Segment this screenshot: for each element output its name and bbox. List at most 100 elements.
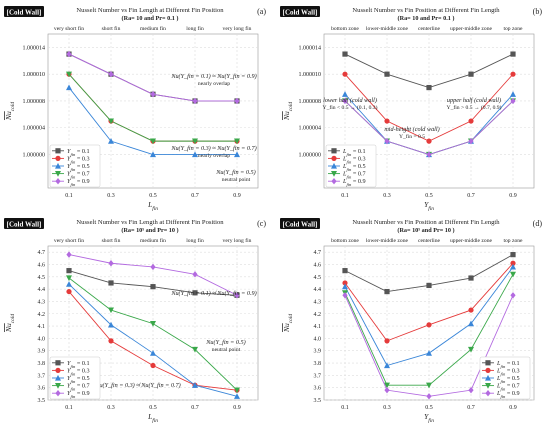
data-point-s5-p5 [510, 97, 516, 105]
legend-box [49, 356, 101, 400]
cold-wall-badge-bg [4, 218, 44, 229]
top-category-label: centerline [418, 26, 441, 32]
x-tick-label: 0.5 [425, 193, 433, 199]
y-tick-label: 4.1 [314, 324, 322, 330]
legend-marker [485, 360, 491, 366]
y-tick-label: 3.9 [38, 349, 46, 355]
legend-label: Lfin = 0.7 [342, 171, 366, 180]
legend-label: Lfin = 0.5 [496, 375, 520, 384]
top-category-label: long fin [186, 237, 204, 244]
legend-label: Lfin = 0.1 [342, 148, 366, 157]
chart-panel-4: [Cold Wall] (d) Nusselt Number vs Fin Posi… [280, 218, 542, 424]
x-tick-label: 0.9 [233, 193, 241, 199]
data-point-s3-p2 [384, 362, 390, 369]
top-category-label: bottom zone [331, 238, 359, 244]
cold-wall-badge-bg [4, 6, 44, 17]
data-point-s1-p4 [468, 275, 474, 281]
top-category-label: upper-middle zone [450, 238, 492, 244]
top-category-label: lower-middle zone [366, 238, 408, 244]
y-axis-label-group: Nucold [4, 314, 16, 333]
data-point-s3-p4 [192, 151, 198, 158]
legend-label: Yfin = 0.3 [67, 155, 90, 164]
annotation-subtext: Y_fin < 0.5 → (0.1, 0.3) [323, 104, 378, 111]
y-tick-label: 4.7 [314, 250, 322, 256]
data-point-s3-p1 [342, 283, 348, 290]
top-category-label: very short fin [54, 25, 84, 32]
data-point-s3-p5 [510, 263, 516, 270]
legend-marker [485, 374, 491, 381]
legend-label: Yfin = 0.5 [67, 163, 90, 172]
data-point-s1-p3 [426, 84, 432, 91]
data-point-s1-p4 [192, 290, 198, 296]
data-point-s5-p4 [468, 386, 474, 394]
top-category-label: lower-middle zone [366, 26, 408, 32]
data-point-s5-p3 [150, 91, 156, 98]
data-point-s5-p1 [66, 50, 72, 58]
data-point-s4-p2 [108, 307, 114, 314]
legend-marker [55, 155, 61, 161]
y-tick-label: 1.000000 [23, 153, 46, 159]
data-point-s1-p5 [510, 51, 516, 57]
legend-label: Yfin = 0.3 [67, 367, 90, 376]
legend-marker [331, 171, 337, 177]
data-point-s5-p4 [468, 137, 474, 145]
data-point-s3-p1 [66, 281, 72, 287]
legend-marker [331, 178, 337, 185]
chart-title: Nusselt Number vs Fin Position at Differ… [352, 219, 500, 226]
legend-marker [55, 383, 61, 389]
legend-marker [55, 390, 61, 397]
y-tick-label: 3.6 [38, 386, 46, 392]
annotation-text: Nu(Y_fin = 0.1) ≈ Nu(Y_fin = 0.9) [170, 73, 256, 80]
panel-label: (a) [257, 7, 266, 16]
annotation-text: Nu(Y_fin = 0.1) ≉ Nu(Y_fin = 0.9) [170, 290, 256, 297]
data-point-s5-p4 [192, 271, 198, 278]
x-tick-label: 0.9 [509, 193, 517, 199]
chart-panel-1: [Cold Wall] (a) Nusselt Number vs Fin Leng… [4, 6, 266, 212]
y-tick-label: 3.6 [314, 386, 322, 392]
legend-label: Lfin = 0.9 [342, 178, 366, 187]
annotation-text: Nu(Y_fin = 0.3) ≉ Nu(Y_fin = 0.7) [94, 382, 180, 389]
x-tick-label: 0.5 [149, 405, 157, 411]
y-tick-label: 1.000010 [23, 72, 46, 78]
annotation-subtext: nearly overlap [198, 81, 230, 87]
y-tick-label: 3.5 [38, 398, 46, 404]
data-point-s2-p3 [426, 322, 432, 328]
data-point-s3-p1 [66, 84, 72, 91]
legend-label: Yfin = 0.9 [67, 178, 90, 187]
data-point-s1-p1 [342, 268, 348, 274]
annotation-text: lower half (cold wall) [323, 97, 377, 104]
x-tick-label: 0.3 [107, 405, 115, 411]
x-tick-label: 0.9 [509, 405, 517, 411]
data-point-s2-p1 [342, 280, 348, 286]
data-point-s1-p2 [384, 288, 390, 295]
data-point-s1-p3 [426, 282, 432, 289]
y-axis-label-group: Nucold [4, 102, 16, 121]
data-point-s5-p2 [108, 70, 114, 78]
data-point-s1-p4 [468, 71, 474, 77]
legend-marker [55, 360, 61, 366]
y-axis-label: Nucold [282, 314, 294, 333]
data-point-s2-p2 [384, 338, 390, 344]
annotation-subtext: Y_fin > 0.5 → (0.7, 0.9) [447, 104, 502, 111]
data-point-s4-p2 [384, 382, 390, 389]
top-category-label: very long fin [223, 25, 252, 32]
cold-wall-badge: [Cold Wall] [283, 221, 318, 229]
y-tick-label: 4.7 [38, 250, 46, 256]
legend-label: Yfin = 0.7 [67, 171, 90, 180]
data-point-s4-p1 [66, 71, 72, 78]
x-tick-label: 0.1 [65, 193, 73, 199]
annotation-subtext: Y_fin = 0.5 [399, 133, 425, 140]
data-point-s5-p2 [384, 137, 390, 145]
data-point-s5-p1 [342, 292, 348, 299]
y-tick-label: 3.8 [38, 361, 46, 367]
x-axis-label: Lfin [147, 412, 158, 424]
y-axis-label-group: Nucold [282, 102, 294, 121]
x-axis-label: Yfin [424, 200, 434, 212]
legend-marker [331, 162, 337, 169]
cold-wall-badge-bg [280, 218, 320, 229]
data-point-s1-p1 [342, 51, 348, 57]
chart-title: Nusselt Number vs Fin Length at Differen… [76, 219, 224, 226]
legend-marker [55, 171, 61, 177]
legend-marker [485, 367, 491, 373]
